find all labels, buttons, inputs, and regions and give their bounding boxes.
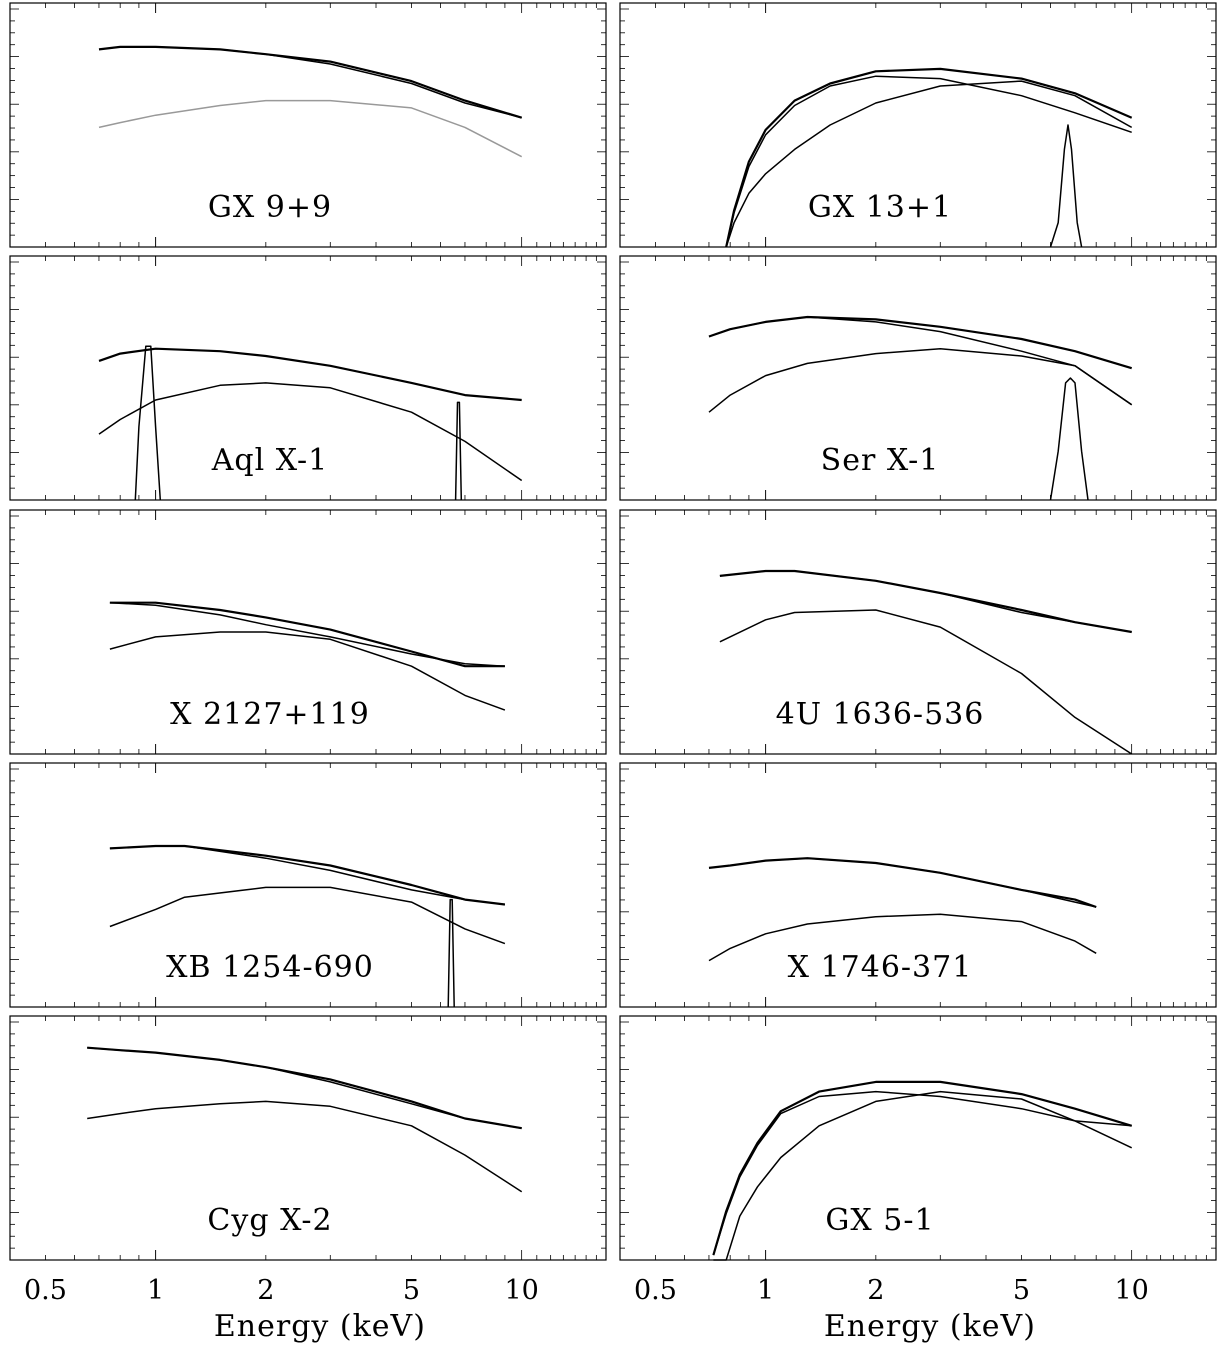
spectrum-panel: Ser X-1 [619,255,1217,501]
panel-frame [9,1015,607,1261]
line-profile [1049,124,1083,248]
source-label: 4U 1636-536 [776,697,985,732]
spectrum-panel: Cyg X-2 [9,1015,607,1261]
source-label: Ser X-1 [821,443,940,478]
line-profile [447,898,455,1008]
model-curve [719,609,1133,755]
panel-frame [9,2,607,248]
x-tick-label: 0.5 [634,1275,677,1306]
spectrum-panel: XB 1254-690 [9,762,607,1008]
model-curve [109,845,505,906]
panel-frame [9,509,607,755]
data-curve [708,857,1097,909]
model-curve [719,570,1132,633]
data-curve [98,347,522,402]
panel-frame [619,255,1217,501]
panel-frame [9,255,607,501]
data-curve [708,315,1133,370]
spectrum-panel: X 1746-371 [619,762,1217,1008]
x-tick-label: 10 [504,1275,538,1306]
x-tick-label: 5 [1013,1275,1030,1306]
model-curve [109,886,506,945]
x-tick-label: 0.5 [24,1275,67,1306]
spectrum-panel: 4U 1636-536 [619,509,1217,755]
data-curve [109,601,505,668]
model-curve [98,99,523,158]
x-tick-label: 2 [257,1275,274,1306]
spectrum-panel: X 2127+119 [9,509,607,755]
source-label: GX 9+9 [208,190,332,225]
x-tick-label: 5 [403,1275,420,1306]
data-curve [725,67,1133,248]
line-profile [134,345,162,501]
data-curve [98,45,523,119]
source-label: Aql X-1 [211,443,329,478]
x-axis-label: Energy (keV) [214,1309,426,1344]
source-label: X 2127+119 [170,697,370,732]
model-curve [109,631,506,711]
source-label: GX 5-1 [825,1203,934,1238]
x-tick-label: 1 [147,1275,164,1306]
source-label: Cyg X-2 [207,1203,332,1238]
source-label: XB 1254-690 [166,950,374,985]
x-axis-label: Energy (keV) [824,1309,1036,1344]
spectrum-panel: GX 13+1 [619,2,1217,248]
model-curve [708,347,1133,413]
model-curve [87,1046,522,1129]
source-label: GX 13+1 [808,190,952,225]
model-curve [725,75,1132,248]
model-curve [713,1090,1133,1261]
x-tick-label: 2 [867,1275,884,1306]
model-curve [725,80,1133,248]
panel-frame [619,1015,1217,1261]
model-curve [98,46,522,119]
panel-frame [619,509,1217,755]
x-tick-label: 10 [1114,1275,1148,1306]
model-curve [109,601,505,667]
panel-frame [9,762,607,1008]
source-label: X 1746-371 [788,950,973,985]
model-curve [708,913,1097,962]
model-curve [708,857,1097,908]
model-curve [708,316,1133,406]
data-curve [712,1080,1133,1256]
line-profile [1049,377,1089,501]
spectrum-panel: Aql X-1 [9,255,607,501]
spectrum-panel: GX 5-1 [619,1015,1217,1261]
panel-frame [619,762,1217,1008]
panel-frame [619,2,1217,248]
model-curve [98,382,523,482]
model-curve [712,1090,1132,1256]
spectrum-panel: GX 9+9 [9,2,607,248]
line-profile [454,401,463,501]
x-tick-label: 1 [757,1275,774,1306]
model-curve [87,1100,523,1193]
